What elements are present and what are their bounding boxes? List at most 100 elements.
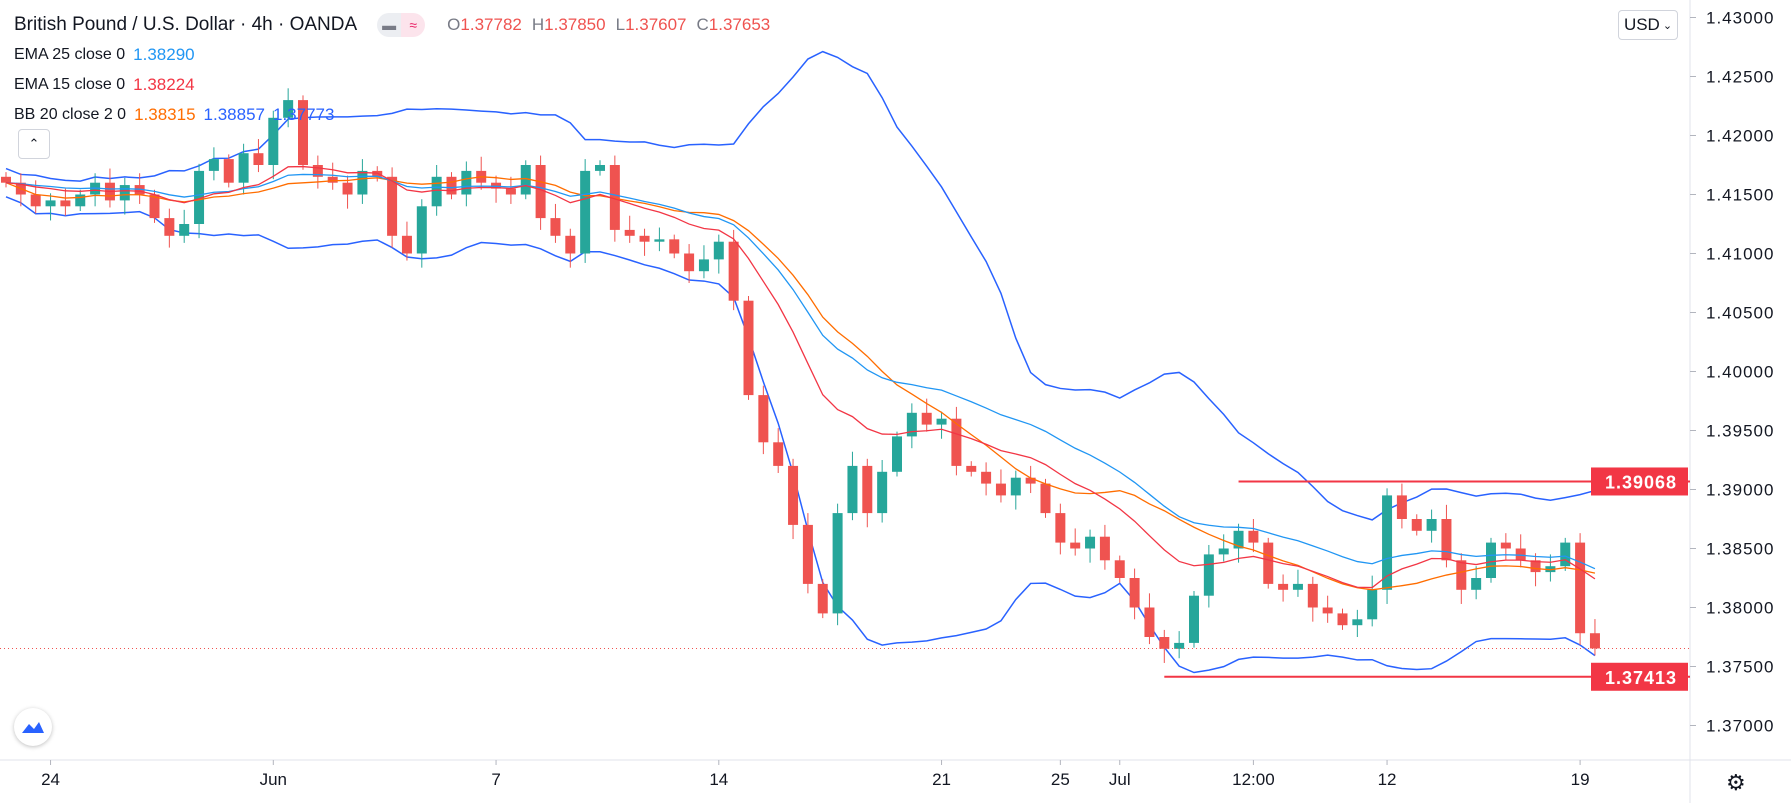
- indicator-ema15[interactable]: EMA 15 close 0 1.38224: [14, 75, 195, 94]
- candle-down: [758, 395, 769, 443]
- logo-icon: [22, 722, 44, 733]
- candle-down: [788, 465, 799, 525]
- candle-down: [1263, 542, 1274, 584]
- level-price-badge: [1591, 467, 1688, 496]
- candle-up: [194, 170, 205, 224]
- indicator-ema25[interactable]: EMA 25 close 0 1.38290: [14, 45, 195, 64]
- currency-label: USD: [1623, 15, 1660, 34]
- candle-up: [268, 117, 279, 165]
- candle-up: [75, 194, 86, 207]
- candle-down: [669, 239, 680, 254]
- candle-up: [936, 418, 947, 425]
- settings-gear-icon[interactable]: ⚙: [1726, 770, 1746, 795]
- candle-down: [862, 465, 873, 514]
- candle-down: [1055, 513, 1066, 543]
- candle-down: [1456, 560, 1467, 590]
- candle-down: [223, 159, 234, 183]
- candle-up: [1292, 583, 1303, 590]
- candle-down: [1500, 542, 1511, 549]
- x-tick-label: 24: [41, 770, 60, 789]
- candle-down: [1278, 583, 1289, 590]
- candle-up: [847, 465, 858, 514]
- candle-down: [1099, 536, 1110, 561]
- x-tick-label: Jul: [1109, 770, 1131, 789]
- candle-down: [30, 194, 41, 207]
- candle-down: [505, 188, 516, 195]
- candle-up: [1189, 595, 1199, 643]
- candle-down: [1411, 519, 1422, 531]
- candle-down: [1441, 519, 1452, 561]
- candle-down: [1530, 560, 1541, 573]
- candle-down: [327, 176, 338, 183]
- candle-down: [372, 170, 383, 177]
- level-price-label: 1.37413: [1605, 668, 1677, 688]
- candle-down: [342, 182, 353, 195]
- y-tick-label: 1.41500: [1706, 186, 1774, 205]
- candle-up: [238, 153, 249, 183]
- bb-basis-line: [5, 176, 1596, 591]
- candle-up: [892, 436, 902, 472]
- x-tick-label: Jun: [260, 770, 287, 789]
- y-tick-label: 1.43000: [1706, 9, 1774, 28]
- candle-down: [253, 153, 264, 165]
- x-tick-label: 7: [491, 770, 500, 789]
- candle-down: [60, 200, 71, 207]
- candle-up: [520, 165, 531, 195]
- candle-down: [1114, 560, 1125, 578]
- minus-icon[interactable]: ▬: [377, 13, 402, 37]
- ema15-line: [5, 165, 1596, 589]
- candle-down: [624, 229, 635, 236]
- candle-up: [1218, 548, 1229, 555]
- candle-down: [491, 182, 502, 189]
- candle-up: [654, 239, 665, 242]
- candle-up: [119, 185, 130, 201]
- indicator-bb[interactable]: BB 20 close 2 0 1.38315 1.38857 1.37773: [14, 105, 335, 124]
- candle-down: [1322, 607, 1333, 614]
- x-tick-label: 19: [1571, 770, 1590, 789]
- candle-up: [1203, 554, 1214, 596]
- candle-down: [639, 235, 650, 242]
- candle-up: [1367, 589, 1378, 620]
- y-tick-label: 1.42500: [1706, 68, 1774, 87]
- candle-up: [283, 100, 294, 118]
- currency-select[interactable]: USD ⌄: [1618, 10, 1678, 40]
- candle-up: [1560, 542, 1571, 567]
- candle-up: [1174, 642, 1185, 649]
- candle-down: [1248, 530, 1259, 543]
- candle-down: [298, 100, 308, 165]
- candle-up: [1085, 536, 1096, 549]
- symbol-title[interactable]: British Pound / U.S. Dollar · 4h · OANDA: [14, 14, 358, 35]
- collapse-legend-button[interactable]: ⌃: [18, 129, 50, 159]
- candle-up: [698, 259, 709, 272]
- candle-down: [1040, 483, 1051, 514]
- x-tick-label: 12:00: [1232, 770, 1275, 789]
- legend-toggle[interactable]: ▬ ≈: [377, 13, 426, 37]
- candle-down: [565, 235, 576, 254]
- candle-up: [1382, 495, 1393, 590]
- candle-up: [179, 224, 190, 236]
- x-tick-label: 21: [932, 770, 951, 789]
- tradingview-logo-button[interactable]: [14, 708, 52, 746]
- candle-down: [550, 218, 561, 236]
- candle-down: [1129, 578, 1140, 608]
- y-tick-label: 1.38500: [1706, 540, 1774, 559]
- candle-up: [1486, 542, 1496, 578]
- x-tick-label: 25: [1051, 770, 1070, 789]
- candle-up: [1233, 530, 1244, 549]
- y-tick-label: 1.42000: [1706, 127, 1774, 146]
- candle-down: [921, 412, 932, 425]
- candle-up: [416, 206, 427, 254]
- candle-down: [995, 483, 1006, 496]
- chevron-down-icon: ⌄: [1662, 19, 1673, 32]
- candle-up: [1471, 578, 1482, 590]
- candle-up: [431, 176, 442, 207]
- y-tick-label: 1.40500: [1706, 304, 1774, 323]
- approx-icon[interactable]: ≈: [401, 13, 426, 37]
- candle-down: [149, 194, 160, 219]
- candle-up: [832, 513, 843, 614]
- ohlc-values: O1.37782 H1.37850 L1.37607 C1.37653: [447, 15, 771, 34]
- level-price-badge: [1591, 662, 1688, 691]
- candle-down: [387, 176, 398, 236]
- candle-down: [535, 165, 546, 219]
